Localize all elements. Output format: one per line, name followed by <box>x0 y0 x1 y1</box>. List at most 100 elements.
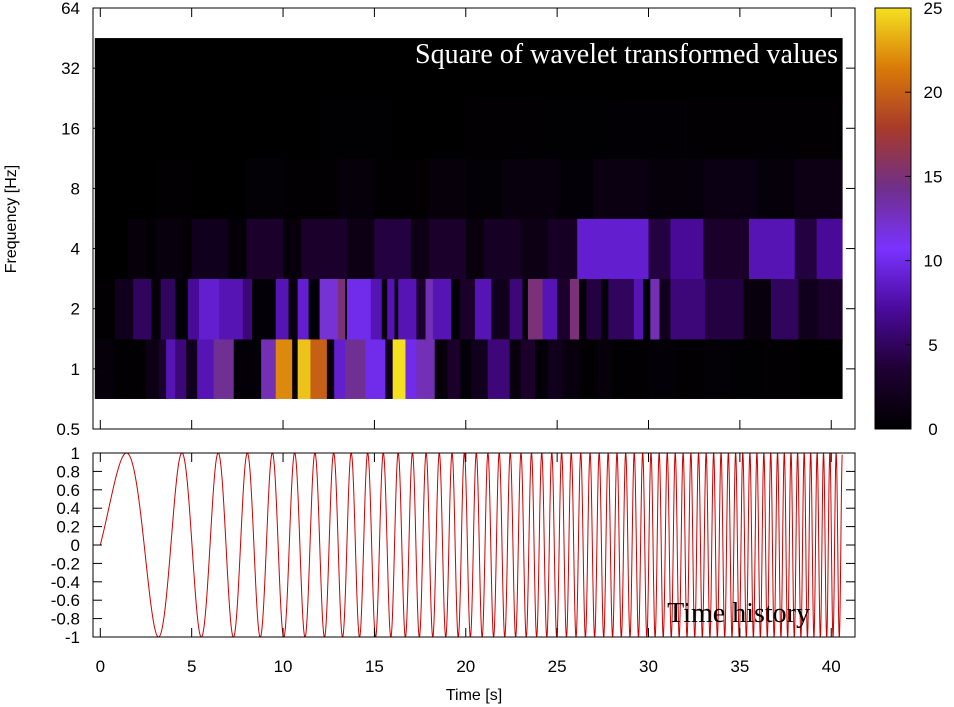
heatmap-cell <box>597 339 613 399</box>
heatmap-cell <box>155 218 183 279</box>
colorbar-tick-label: 25 <box>924 0 943 18</box>
heatmap-cell <box>487 339 511 399</box>
heatmap-cell <box>794 218 818 279</box>
heatmap-cell <box>535 339 549 399</box>
heatmap-cell <box>261 339 277 399</box>
heatmap-cell <box>186 339 198 399</box>
heatmap-cell <box>381 278 388 340</box>
heatmap-cell <box>474 278 492 340</box>
heatmap-cell <box>816 218 843 279</box>
heatmap-cell <box>198 278 220 340</box>
heatmap-cell <box>579 339 598 399</box>
waveform-y-tick-label: 0.4 <box>56 499 80 518</box>
heatmap-cell <box>491 278 511 340</box>
heatmap-y-ticks: 0.5 1 2 4 8 16 32 64 <box>56 0 855 439</box>
heatmap-cell <box>155 158 193 219</box>
colorbar-tick-label: 20 <box>924 83 943 102</box>
x-tick-label: 40 <box>822 657 841 676</box>
heatmap-cell <box>522 278 529 340</box>
heatmap-cell <box>94 339 114 399</box>
heatmap-cell <box>385 339 394 399</box>
heatmap-cell <box>416 278 426 340</box>
waveform-title: Time history <box>667 598 810 629</box>
waveform-y-tick-label: -0.4 <box>51 573 80 592</box>
heatmap-cell <box>410 218 430 279</box>
heatmap-cell <box>158 339 167 399</box>
heatmap-y-tick-label: 64 <box>61 0 80 18</box>
heatmap-cell <box>347 278 372 340</box>
heatmap-cell <box>387 278 395 340</box>
heatmap-cell <box>326 339 335 399</box>
x-tick-label: 35 <box>730 657 749 676</box>
heatmap-cell <box>758 98 843 159</box>
heatmap-cell <box>659 278 671 340</box>
heatmap-cell <box>670 278 706 340</box>
heatmap-x-ticks <box>99 8 832 429</box>
heatmap-cell <box>703 218 750 279</box>
waveform-x-ticks: 0 5 10 15 20 25 30 35 40 <box>96 453 841 676</box>
heatmap-cell <box>509 278 523 340</box>
heatmap-cell <box>233 339 262 399</box>
heatmap-cell <box>758 158 796 219</box>
heatmap-cell <box>703 339 732 399</box>
heatmap-cell <box>633 278 644 340</box>
x-tick-label: 15 <box>365 657 384 676</box>
colorbar-tick-label: 10 <box>924 252 943 271</box>
heatmap-cell <box>319 98 394 159</box>
heatmap-cell <box>173 98 247 159</box>
heatmap-cell <box>675 339 704 399</box>
colorbar-ticks: 0 5 10 15 20 25 <box>905 0 942 439</box>
heatmap-cell <box>416 339 436 399</box>
heatmap-cell <box>484 218 521 279</box>
heatmap-cell <box>743 278 772 340</box>
heatmap-cell <box>705 278 744 340</box>
heatmap-cell <box>670 218 704 279</box>
heatmap-cell <box>608 278 635 340</box>
heatmap-cell <box>586 278 602 340</box>
waveform-y-tick-label: 0 <box>71 536 80 555</box>
waveform-y-tick-label: 0.6 <box>56 481 80 500</box>
heatmap-cell <box>197 339 215 399</box>
heatmap-y-tick-label: 4 <box>71 240 80 259</box>
heatmap-cell <box>283 218 302 279</box>
x-tick-label: 10 <box>274 657 293 676</box>
heatmap-cell <box>337 158 375 219</box>
waveform-y-tick-label: 0.8 <box>56 462 80 481</box>
heatmap-cell <box>562 339 580 399</box>
heatmap-cell <box>429 218 467 279</box>
heatmap-cell <box>611 339 649 399</box>
colorbar-tick-label: 15 <box>924 167 943 186</box>
waveform-y-tick-label: -0.6 <box>51 591 80 610</box>
heatmap-cell <box>643 278 651 340</box>
heatmap-cell <box>538 98 613 159</box>
heatmap-cell <box>557 278 571 340</box>
heatmap-cell <box>460 339 472 399</box>
heatmap-y-tick-label: 8 <box>71 179 80 198</box>
heatmap-cell <box>703 158 759 219</box>
heatmap-cell <box>520 218 549 279</box>
waveform-panel: 10.80.60.40.20-0.2-0.4-0.6-0.8-1 0 5 10 15 2… <box>51 444 856 704</box>
heatmap-cell <box>520 339 536 399</box>
heatmap-cell <box>160 278 176 340</box>
heatmap-cell <box>818 278 843 340</box>
heatmap-cell <box>297 339 311 399</box>
heatmap-cell <box>283 158 339 219</box>
heatmap-cell <box>145 339 160 399</box>
heatmap-cell <box>557 158 595 219</box>
heatmap-cell <box>114 278 134 340</box>
heatmap-cell <box>451 278 461 340</box>
heatmap-cell <box>758 339 796 399</box>
heatmap-cell <box>398 278 417 340</box>
heatmap-cell <box>370 278 383 340</box>
heatmap-cell <box>374 218 412 279</box>
heatmap-cell <box>308 278 320 340</box>
heatmap-cell <box>579 278 587 340</box>
heatmap-cell <box>191 218 229 279</box>
heatmap-cell <box>175 278 189 340</box>
waveform-line <box>99 453 843 637</box>
heatmap-cell <box>392 98 467 159</box>
heatmap-cell <box>425 278 434 340</box>
waveform-y-tick-label: 0.2 <box>56 518 80 537</box>
heatmap-cell <box>219 278 244 340</box>
heatmap-y-tick-label: 1 <box>71 360 80 379</box>
